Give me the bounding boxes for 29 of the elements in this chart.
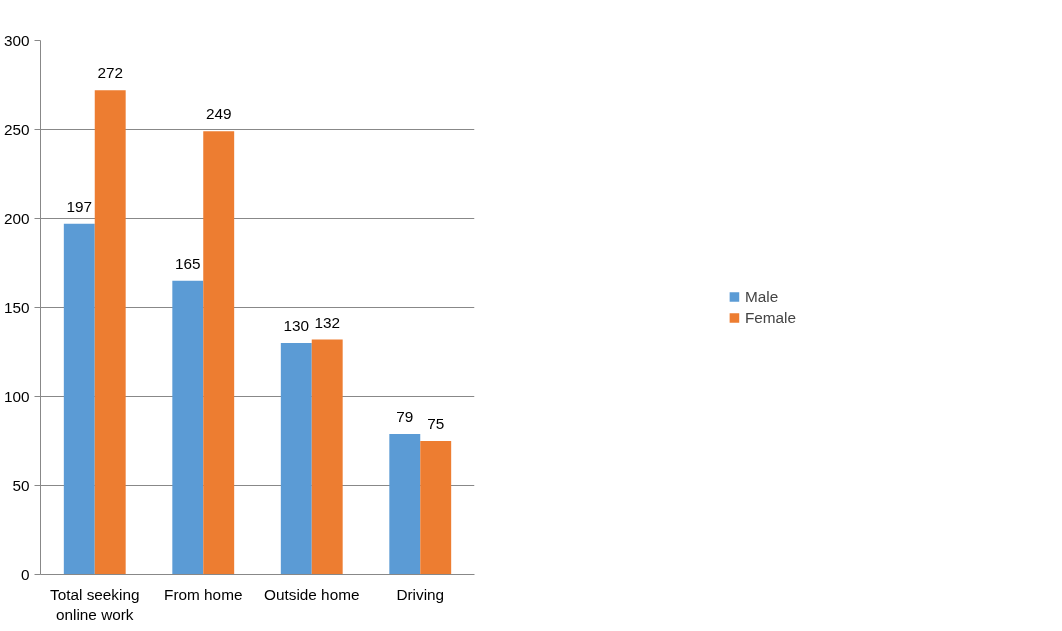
bar (203, 131, 235, 575)
y-tick-label: 200 (3, 209, 30, 227)
y-tick-label: 250 (3, 120, 30, 138)
y-tick-label: 300 (3, 31, 30, 49)
x-tick-label: Driving (396, 585, 445, 603)
x-tick-label: Outside home (264, 585, 360, 603)
data-label: 75 (427, 415, 445, 432)
legend-label: Female (744, 308, 797, 327)
x-tick-label: Total seeking online work (50, 585, 140, 623)
legend-label: Male (744, 287, 779, 306)
data-label: 130 (283, 317, 310, 335)
bar (172, 280, 204, 575)
data-label: 132 (314, 313, 340, 331)
bar (94, 90, 126, 575)
y-tick-label: 150 (3, 298, 30, 316)
data-label: 272 (97, 64, 123, 82)
bar (420, 441, 452, 575)
y-tick-label: 50 (12, 476, 30, 494)
data-label: 197 (66, 197, 93, 215)
bar (63, 223, 95, 575)
y-tick-label: 100 (3, 387, 30, 405)
x-tick-label: From home (164, 585, 243, 603)
data-label: 79 (396, 407, 414, 425)
data-label: 165 (175, 254, 201, 272)
bar (280, 343, 312, 575)
y-tick-label: 0 (20, 565, 30, 583)
bar (389, 433, 421, 575)
data-label: 249 (205, 105, 232, 123)
bar (311, 339, 343, 575)
